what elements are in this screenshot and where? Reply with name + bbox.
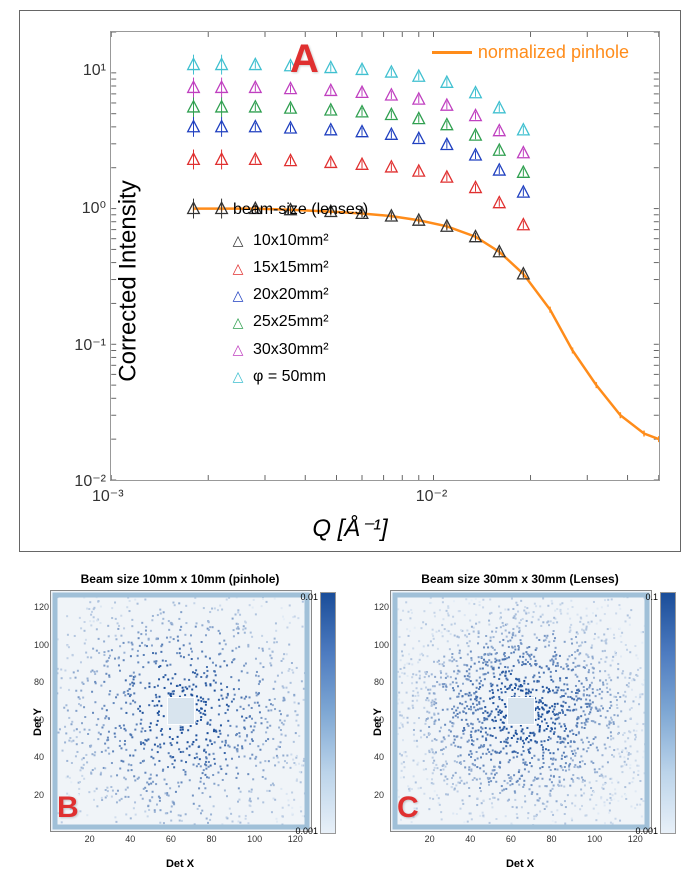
legend-marker-icon: △ [231, 233, 245, 247]
detector-plot-c: C [390, 590, 652, 832]
legend-label: 10x10mm² [253, 227, 329, 254]
det-y-tick: 60 [374, 715, 384, 725]
det-y-tick: 100 [374, 640, 389, 650]
y-tick: 10⁰ [70, 198, 106, 218]
det-y-tick: 80 [34, 677, 44, 687]
legend-label: 15x15mm² [253, 254, 329, 281]
det-x-tick: 40 [125, 834, 135, 844]
det-y-tick: 100 [34, 640, 49, 650]
panel-c: Beam size 30mm x 30mm (Lenses) C Det Y D… [360, 572, 680, 872]
det-y-tick: 40 [34, 752, 44, 762]
pinhole-label: normalized pinhole [478, 42, 629, 63]
beamstop-c [507, 697, 535, 725]
figure-container: A Corrected Intensity Q [Å⁻¹] normalized… [10, 10, 690, 872]
panel-b-title: Beam size 10mm x 10mm (pinhole) [20, 572, 340, 586]
panel-c-label: C [397, 791, 419, 825]
det-y-tick: 20 [374, 790, 384, 800]
det-x-label-b: Det X [166, 858, 194, 870]
det-y-tick: 40 [374, 752, 384, 762]
det-y-tick: 120 [34, 602, 49, 612]
det-x-tick: 20 [425, 834, 435, 844]
y-tick: 10⁻¹ [70, 335, 106, 355]
det-x-tick: 120 [628, 834, 643, 844]
det-y-tick: 80 [374, 677, 384, 687]
x-axis-text: Q [Å⁻¹] [312, 515, 387, 542]
legend-box: beam-size (lenses) △ 10x10mm² △ 15x15mm²… [231, 196, 368, 390]
legend-item: △ 20x20mm² [231, 281, 368, 308]
legend-title: beam-size (lenses) [231, 196, 368, 223]
beamstop-b [167, 697, 195, 725]
colorbar-tick: 0.1 [645, 592, 658, 602]
det-x-tick: 40 [465, 834, 475, 844]
det-x-label-c: Det X [506, 858, 534, 870]
det-y-tick: 20 [34, 790, 44, 800]
legend-item: △ 25x25mm² [231, 308, 368, 335]
legend-marker-icon: △ [231, 261, 245, 275]
legend-marker-icon: △ [231, 315, 245, 329]
colorbar-tick: 0.01 [300, 592, 318, 602]
legend-item: △ 15x15mm² [231, 254, 368, 281]
x-tick: 10⁻² [416, 486, 448, 506]
plot-area-a: normalized pinhole beam-size (lenses) △ … [110, 31, 660, 481]
legend-item: △ φ = 50mm [231, 363, 368, 390]
pinhole-line-icon [432, 51, 472, 54]
chart-svg [111, 32, 659, 480]
pinhole-legend: normalized pinhole [432, 42, 629, 63]
panel-a-label: A [290, 37, 319, 82]
det-x-tick: 120 [288, 834, 303, 844]
bottom-panels-row: Beam size 10mm x 10mm (pinhole) B Det Y … [10, 572, 690, 872]
x-axis-label: Q [Å⁻¹] [312, 514, 387, 543]
det-x-tick: 80 [547, 834, 557, 844]
det-y-tick: 60 [34, 715, 44, 725]
panel-b: Beam size 10mm x 10mm (pinhole) B Det Y … [20, 572, 340, 872]
detector-plot-b: B [50, 590, 312, 832]
y-tick: 10¹ [70, 62, 106, 80]
legend-item: △ 10x10mm² [231, 227, 368, 254]
det-x-tick: 60 [166, 834, 176, 844]
det-x-tick: 80 [207, 834, 217, 844]
det-x-tick: 100 [247, 834, 262, 844]
det-x-tick: 100 [587, 834, 602, 844]
det-x-tick: 60 [506, 834, 516, 844]
panel-a: A Corrected Intensity Q [Å⁻¹] normalized… [19, 10, 681, 552]
legend-marker-icon: △ [231, 342, 245, 356]
panel-b-label: B [57, 791, 79, 825]
legend-label: 30x30mm² [253, 336, 329, 363]
legend-label: 20x20mm² [253, 281, 329, 308]
legend-marker-icon: △ [231, 288, 245, 302]
x-tick: 10⁻³ [92, 486, 124, 506]
legend-marker-icon: △ [231, 369, 245, 383]
legend-item: △ 30x30mm² [231, 336, 368, 363]
legend-label: 25x25mm² [253, 308, 329, 335]
panel-c-title: Beam size 30mm x 30mm (Lenses) [360, 572, 680, 586]
legend-label: φ = 50mm [253, 363, 326, 390]
det-x-tick: 20 [85, 834, 95, 844]
colorbar-b [320, 592, 336, 834]
colorbar-c [660, 592, 676, 834]
det-y-tick: 120 [374, 602, 389, 612]
